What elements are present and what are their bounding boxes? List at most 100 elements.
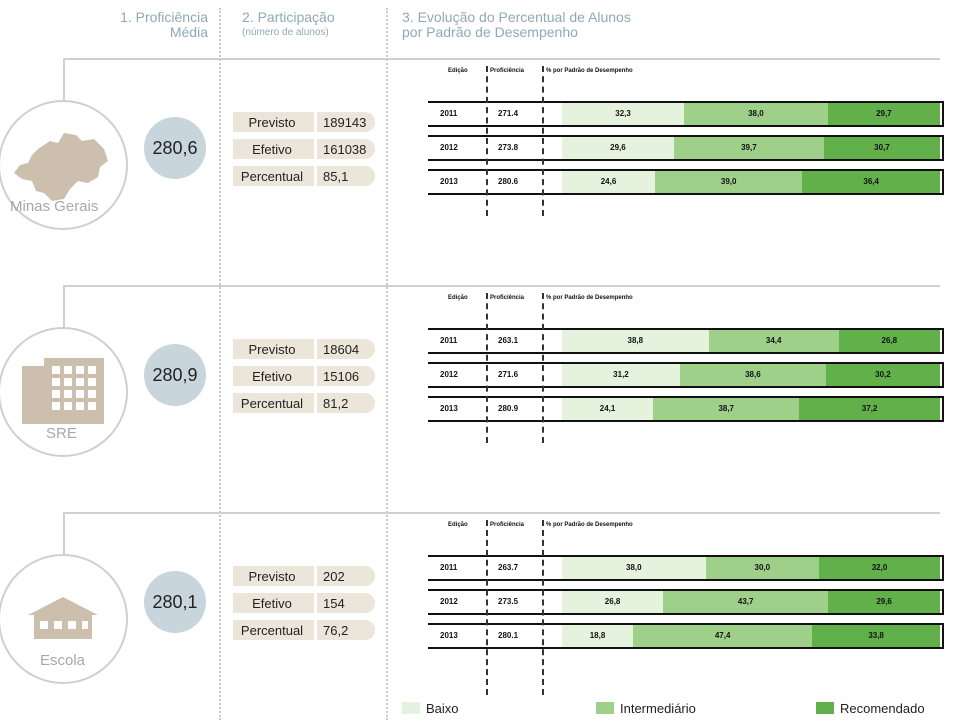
- table-row: 2013 280.9 24,1 38,7 37,2: [428, 396, 944, 422]
- section-top-line: [64, 58, 940, 60]
- participation-percentual-value: 76,2: [323, 623, 349, 638]
- bar-label-intermediario: 38,7: [718, 404, 735, 413]
- proficiency-value: 280,6: [144, 117, 206, 179]
- table-divider: [542, 293, 544, 443]
- bar-label-recomendado: 32,0: [871, 563, 888, 572]
- row-year: 2013: [440, 177, 458, 186]
- bar-segment-recomendado: 29,6: [828, 591, 940, 613]
- map-minas-gerais-icon: [8, 116, 118, 212]
- bar-segment-recomendado: 29,7: [827, 103, 940, 125]
- participation-efetivo-value: 15106: [323, 369, 360, 384]
- table-row: 2013 280.6 24,6 39,0 36,4: [428, 169, 944, 195]
- bar-label-baixo: 29,6: [610, 143, 626, 152]
- bar-segment-intermediario: 43,7: [663, 591, 829, 613]
- participation-previsto: Previsto 18604: [233, 339, 375, 359]
- participation-percentual: Percentual 85,1: [233, 166, 375, 186]
- header-evolucao-line2: por Padrão de Desempenho: [402, 24, 578, 40]
- table-header-percentual: % por Padrão de Desempenho: [546, 68, 633, 74]
- school-icon: [8, 570, 118, 666]
- header-proficiencia: 1. Proficiência Média: [84, 10, 208, 40]
- participation-previsto-label: Previsto: [248, 342, 296, 357]
- legend-swatch-baixo: [402, 702, 420, 714]
- bar-label-recomendado: 36,4: [863, 177, 879, 186]
- row-proficiency: 280.1: [498, 631, 519, 640]
- participation-previsto-label: Previsto: [248, 569, 296, 584]
- participation-efetivo: Efetivo 15106: [233, 366, 375, 386]
- bar-segment-baixo: 29,6: [562, 137, 674, 159]
- participation-percentual-label: Percentual: [240, 169, 304, 184]
- table-header-proficiencia: Proficiência: [490, 295, 525, 301]
- participation-percentual-value: 85,1: [323, 169, 349, 184]
- bar-label-intermediario: 38,6: [745, 370, 761, 379]
- pill-separator: [314, 339, 317, 359]
- row-year: 2013: [440, 631, 458, 640]
- section-top-line: [64, 285, 940, 287]
- bar-label-baixo: 31,2: [613, 370, 629, 379]
- participation-percentual: Percentual 81,2: [233, 393, 375, 413]
- bar-segment-recomendado: 30,7: [823, 137, 940, 159]
- row-proficiency: 273.8: [498, 143, 519, 152]
- participation-efetivo: Efetivo 154: [233, 593, 375, 613]
- location-label: Escola: [40, 652, 86, 669]
- bar-segment-intermediario: 30,0: [705, 557, 820, 579]
- participation-previsto-value: 202: [323, 569, 345, 584]
- bar-label-intermediario: 38,0: [748, 109, 764, 118]
- participation-previsto-value: 18604: [323, 342, 360, 357]
- table-row: 2012 271.6 31,2 38,6 30,2: [428, 362, 944, 388]
- row-year: 2013: [440, 404, 458, 413]
- bar-label-recomendado: 37,2: [861, 404, 878, 413]
- building-icon: [8, 343, 118, 439]
- participation-percentual-label: Percentual: [240, 623, 304, 638]
- participation-percentual-label: Percentual: [240, 396, 304, 411]
- participation-previsto: Previsto 202: [233, 566, 375, 586]
- participation-previsto: Previsto 189143: [233, 112, 375, 132]
- table-header-edicao: Edição: [448, 68, 468, 74]
- bar-segment-baixo: 24,1: [562, 398, 654, 420]
- table-header-proficiencia: Proficiência: [490, 522, 525, 528]
- row-year: 2012: [440, 143, 458, 152]
- table-row: 2011 263.7 38,0 30,0 32,0: [428, 555, 944, 581]
- bar-label-baixo: 24,1: [599, 404, 616, 413]
- header-participacao: 2. Participação (número de alunos): [242, 10, 372, 40]
- pill-separator: [314, 566, 317, 586]
- pill-separator: [314, 620, 317, 640]
- bar-label-recomendado: 30,7: [874, 143, 890, 152]
- pill-separator: [314, 393, 317, 413]
- section-connector: [63, 285, 65, 329]
- pill-separator: [314, 112, 317, 132]
- section-connector: [63, 512, 65, 556]
- table-divider: [486, 293, 488, 443]
- bar-label-recomendado: 30,2: [875, 370, 891, 379]
- header-proficiencia-line1: 1. Proficiência: [120, 9, 208, 25]
- section-top-line: [64, 512, 940, 514]
- participation-previsto-label: Previsto: [248, 115, 296, 130]
- bar-label-intermediario: 34,4: [765, 336, 782, 345]
- bar-segment-intermediario: 39,7: [673, 137, 824, 159]
- bar-label-intermediario: 43,7: [737, 597, 754, 606]
- table-row: 2013 280.1 18,8 47,4 33,8: [428, 623, 944, 649]
- bar-label-recomendado: 29,6: [876, 597, 892, 606]
- legend-swatch-intermediario: [596, 702, 614, 714]
- bar-segment-baixo: 26,8: [562, 591, 664, 613]
- location-label: SRE: [46, 425, 77, 442]
- table-divider: [486, 520, 488, 695]
- bar-segment-baixo: 38,8: [562, 330, 709, 352]
- header-evolucao: 3. Evolução do Percentual de Alunos por …: [402, 10, 732, 40]
- legend-swatch-recomendado: [816, 702, 834, 714]
- pill-separator: [314, 593, 317, 613]
- legend-label-baixo: Baixo: [426, 701, 459, 716]
- row-proficiency: 280.6: [498, 177, 519, 186]
- table-row: 2011 271.4 32,3 38,0 29,7: [428, 101, 944, 127]
- header-participacao-title: 2. Participação: [242, 9, 335, 25]
- bar-segment-recomendado: 37,2: [799, 398, 940, 420]
- proficiency-value: 280,1: [144, 571, 206, 633]
- row-proficiency: 273.5: [498, 597, 519, 606]
- participation-efetivo-label: Efetivo: [252, 369, 292, 384]
- row-year: 2012: [440, 370, 458, 379]
- bar-segment-intermediario: 39,0: [654, 171, 803, 193]
- bar-segment-intermediario: 38,6: [679, 364, 826, 386]
- location-circle: [0, 554, 128, 684]
- bar-label-baixo: 26,8: [604, 597, 621, 606]
- bar-label-baixo: 24,6: [600, 177, 617, 186]
- row-proficiency: 271.4: [498, 109, 519, 118]
